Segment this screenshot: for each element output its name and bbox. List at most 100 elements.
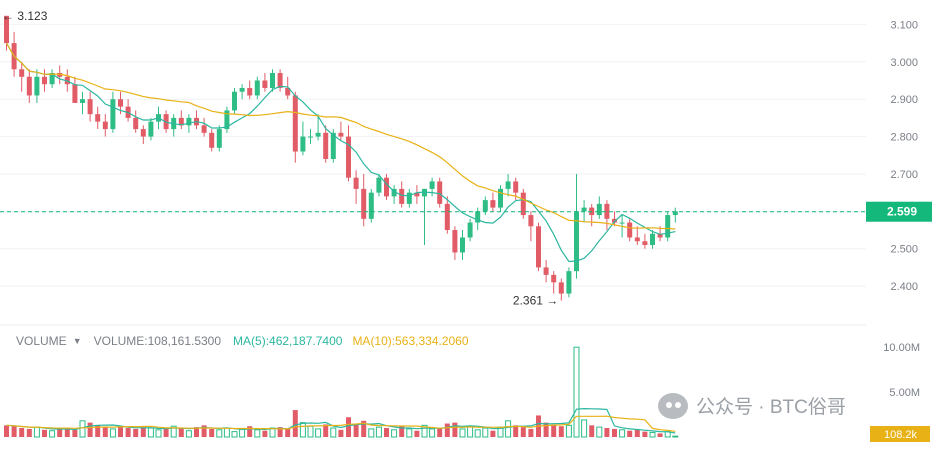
volume-bar <box>133 428 139 437</box>
volume-bar <box>437 428 443 437</box>
candle-body <box>26 76 32 96</box>
candle-body <box>178 117 184 126</box>
volume-bar <box>323 424 329 437</box>
volume-bar <box>118 426 123 437</box>
candle-body <box>672 211 678 216</box>
volume-bar <box>87 422 93 437</box>
volume-bar <box>399 426 405 437</box>
volume-bar <box>353 423 359 437</box>
volume-bar <box>490 430 496 437</box>
candle-body <box>482 200 488 212</box>
candle-body <box>133 117 139 130</box>
volume-bar <box>558 426 564 437</box>
candle-body <box>239 87 245 92</box>
candle-body <box>642 241 648 245</box>
volume-label: VOLUME <box>16 334 67 348</box>
volume-bar <box>384 428 389 437</box>
volume-bar <box>125 428 131 437</box>
volume-bar <box>163 428 169 437</box>
volume-bar <box>482 427 489 438</box>
volume-bar <box>565 424 572 438</box>
volume-bar <box>474 429 481 438</box>
candle-body <box>224 110 230 130</box>
volume-bar <box>391 429 398 438</box>
candle-body <box>95 114 101 122</box>
volume-bar <box>649 432 656 438</box>
candle-body <box>292 95 298 152</box>
volume-bar <box>26 428 32 437</box>
volume-bar <box>216 429 223 438</box>
candle-body <box>391 188 397 197</box>
volume-header: VOLUME ▼ VOLUME:108,161.5300 MA(5):462,1… <box>16 334 475 348</box>
candle-body <box>34 76 40 96</box>
candle-body <box>262 80 268 88</box>
volume-bar <box>528 428 534 437</box>
wechat-logo-icon <box>658 392 688 419</box>
candle-body <box>338 132 344 137</box>
y-tick-label: 2.500 <box>890 244 918 256</box>
volume-value: VOLUME:108,161.5300 <box>93 334 222 348</box>
volume-bar <box>72 429 78 437</box>
chevron-down-icon[interactable]: ▼ <box>72 336 82 346</box>
ma-slow-line <box>5 42 676 230</box>
candle-body <box>634 237 640 242</box>
volume-bar <box>209 428 215 437</box>
volume-bar <box>194 427 199 437</box>
candle-body <box>566 271 572 294</box>
volume-bar <box>4 425 9 437</box>
volume-bar <box>155 429 162 438</box>
volume-bar <box>239 428 246 438</box>
candle-body <box>308 136 313 138</box>
watermark-text: 公众号 · BTC俗哥 <box>696 397 846 418</box>
candle-body <box>505 181 511 189</box>
candle-body <box>277 73 283 88</box>
candle-body <box>353 177 359 189</box>
candle-body <box>665 215 671 238</box>
volume-bar <box>299 422 306 438</box>
volume-bar <box>277 427 283 437</box>
candle-body <box>574 211 579 272</box>
volume-bar <box>551 424 557 437</box>
candle-body <box>186 117 192 126</box>
volume-bar <box>254 429 261 438</box>
volume-bar <box>581 419 588 438</box>
candle-body <box>619 222 625 224</box>
candle-body <box>4 15 9 44</box>
candle-body <box>376 177 382 193</box>
volume-bar <box>505 420 512 438</box>
candle-body <box>232 91 237 111</box>
candle-body <box>604 203 610 219</box>
volume-bar <box>346 417 351 437</box>
y-tick-label: 2.800 <box>890 132 918 144</box>
candle-body <box>19 69 25 77</box>
volume-bar <box>619 429 626 438</box>
volume-bar <box>247 426 253 437</box>
volume-tick-label: 5.00M <box>889 387 920 399</box>
candle-body <box>581 207 587 212</box>
candle-body <box>346 136 351 178</box>
candle-body <box>330 132 336 159</box>
volume-bar <box>262 430 268 437</box>
candle-body <box>452 230 458 253</box>
candle-body <box>558 282 564 294</box>
volume-bar <box>429 428 436 438</box>
y-tick-label: 2.900 <box>890 94 918 106</box>
candle-body <box>384 177 389 197</box>
volume-tick-label: 10.00M <box>883 342 920 354</box>
volume-bar <box>444 423 450 437</box>
y-tick-label: 2.700 <box>890 169 918 181</box>
volume-bar <box>642 431 648 437</box>
candle-body <box>460 237 465 253</box>
volume-bar <box>95 425 101 437</box>
candle-body <box>406 192 412 204</box>
candle-body <box>300 136 306 152</box>
candle-body <box>201 125 207 133</box>
candle-body <box>429 181 435 189</box>
volume-bar <box>19 428 25 437</box>
volume-bar <box>79 420 86 438</box>
candle-body <box>42 76 47 85</box>
candle-body <box>110 99 116 130</box>
volume-ma5: MA(5):462,187.7400 <box>233 334 343 348</box>
candle-body <box>368 192 374 219</box>
